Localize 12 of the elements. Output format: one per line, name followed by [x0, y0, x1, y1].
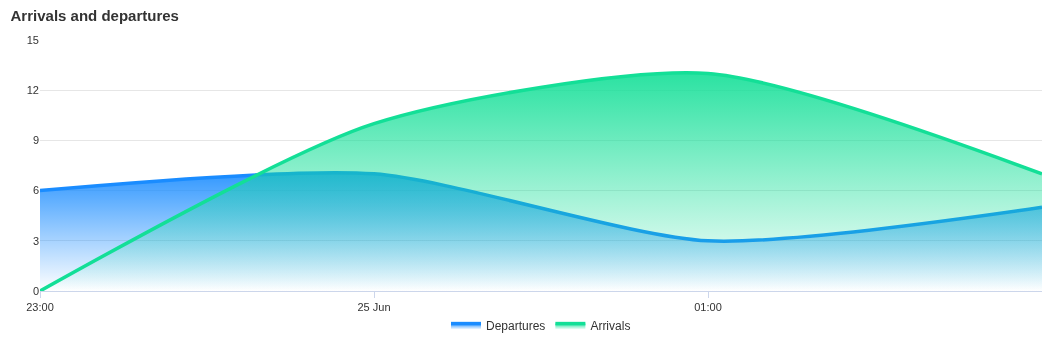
y-tick-label: 9 — [32, 134, 39, 147]
x-tick-label: 01:00 — [694, 301, 722, 314]
y-tick-label: 0 — [32, 284, 39, 297]
legend-label: Arrivals — [590, 319, 631, 334]
chart-title: Arrivals and departures — [10, 7, 179, 24]
y-tick-label: 6 — [32, 184, 39, 197]
legend-label: Departures — [486, 319, 546, 334]
y-tick-label: 12 — [26, 84, 39, 97]
x-tick-label: 25 Jun — [357, 301, 391, 314]
x-tick-label: 23:00 — [26, 301, 54, 314]
y-tick-label: 3 — [32, 234, 39, 247]
y-tick-label: 15 — [26, 33, 39, 46]
